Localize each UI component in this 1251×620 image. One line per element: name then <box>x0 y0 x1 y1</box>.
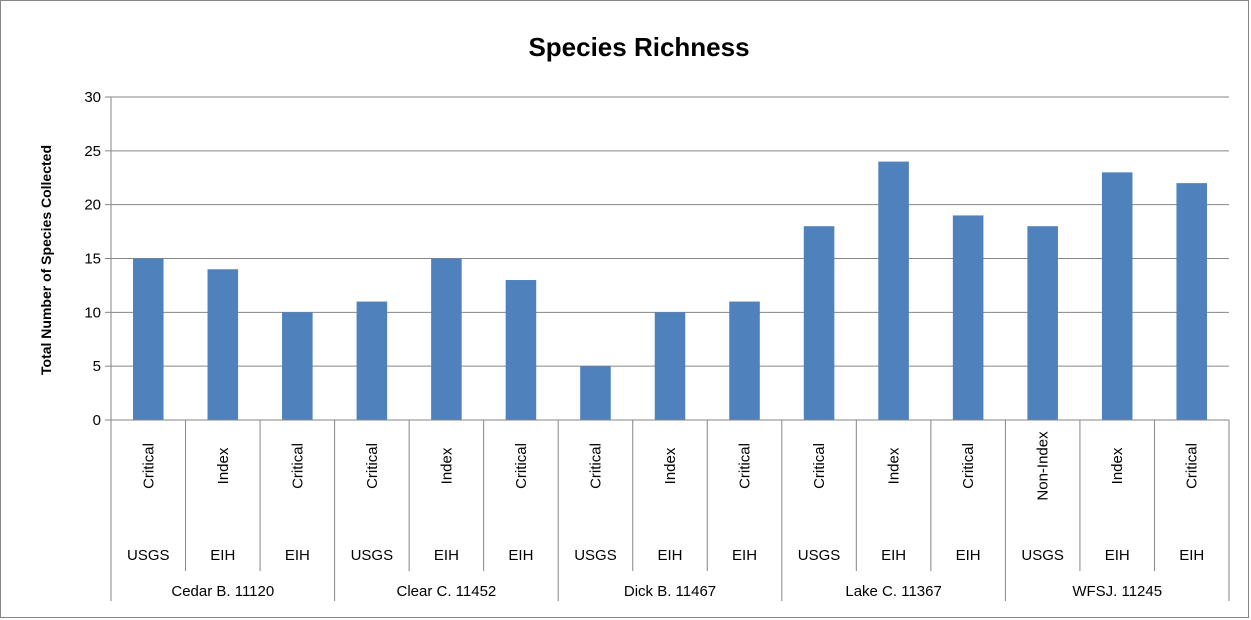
category-source-label: EIH <box>508 547 533 564</box>
category-type-label: Critical <box>364 443 381 489</box>
bar <box>505 280 537 420</box>
y-tick-label: 10 <box>84 304 101 321</box>
site-group-label: Dick B. 11467 <box>624 583 716 600</box>
bar <box>1027 226 1058 420</box>
category-type-label: Critical <box>289 443 306 489</box>
category-source-label: USGS <box>127 547 170 564</box>
y-tick-label: 30 <box>84 89 101 106</box>
category-type-label: Critical <box>140 443 157 489</box>
category-type-label: Critical <box>811 443 828 489</box>
category-type-label: Index <box>438 447 455 484</box>
category-type-label: Index <box>215 447 232 484</box>
bar <box>1176 183 1208 420</box>
category-type-label: Critical <box>737 443 754 489</box>
bar <box>803 226 835 420</box>
category-source-label: EIH <box>657 547 682 564</box>
bar <box>580 366 611 420</box>
axes <box>105 96 1230 601</box>
category-source-label: EIH <box>956 547 981 564</box>
category-type-label: Critical <box>513 443 530 489</box>
category-type-label: Critical <box>960 443 977 489</box>
category-source-label: EIH <box>285 547 310 564</box>
y-tick-labels: 0 5 10 15 20 25 30 <box>84 89 101 429</box>
bar <box>878 161 909 420</box>
bar <box>654 312 686 420</box>
category-type-label: Index <box>886 447 903 484</box>
y-tick-label: 20 <box>84 197 101 214</box>
category-type-label: Critical <box>1184 443 1201 489</box>
category-source-label: EIH <box>210 547 235 564</box>
bar <box>282 312 313 420</box>
site-group-label: Clear C. 11452 <box>397 583 497 600</box>
chart-title: Species Richness <box>528 32 749 62</box>
category-type-label: Index <box>1109 447 1126 484</box>
category-source-label: EIH <box>434 547 459 564</box>
category-source-label: EIH <box>1105 547 1130 564</box>
bar <box>356 301 388 420</box>
category-source-label: USGS <box>351 547 394 564</box>
category-source-label: USGS <box>798 547 841 564</box>
category-source-label: USGS <box>1021 547 1064 564</box>
bar <box>207 269 239 420</box>
site-group-label: WFSJ. 11245 <box>1072 583 1162 600</box>
bar <box>1101 172 1133 420</box>
y-tick-label: 25 <box>84 143 101 160</box>
site-group-label: Lake C. 11367 <box>845 583 941 600</box>
category-source-label: EIH <box>1179 547 1204 564</box>
y-axis-label: Total Number of Species Collected <box>38 145 54 375</box>
bar <box>729 301 760 420</box>
bar <box>132 258 164 420</box>
category-labels: Critical USGS Index EIH Critical EIH Critical U… <box>127 431 1204 600</box>
y-tick-label: 15 <box>84 251 101 268</box>
y-tick-label: 5 <box>93 358 101 375</box>
category-type-label: Critical <box>587 443 604 489</box>
category-type-label: Index <box>662 447 679 484</box>
category-source-label: EIH <box>732 547 757 564</box>
y-tick-label: 0 <box>93 412 101 429</box>
site-group-label: Cedar B. 11120 <box>171 583 274 600</box>
bars <box>132 161 1208 420</box>
bar <box>952 215 984 420</box>
category-source-label: USGS <box>574 547 617 564</box>
category-source-label: EIH <box>881 547 906 564</box>
bar <box>431 258 462 420</box>
category-type-label: Non-Index <box>1035 431 1052 501</box>
